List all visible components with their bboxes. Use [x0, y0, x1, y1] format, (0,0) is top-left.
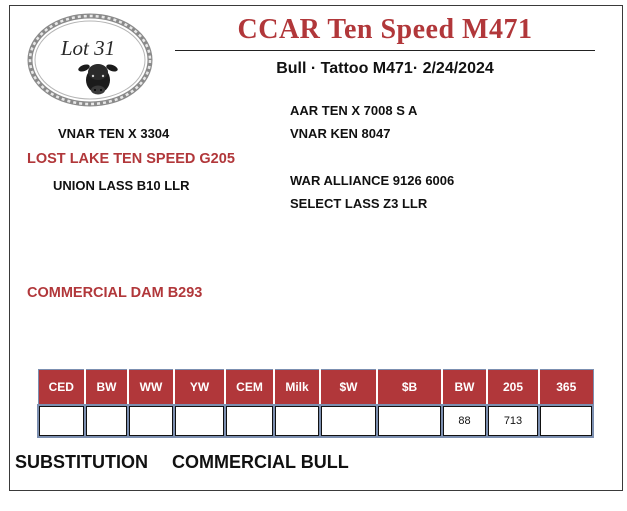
- lot-logo: Lot 31: [27, 10, 157, 110]
- epd-value: [538, 404, 594, 438]
- pedigree-sire-sire-sire: AAR TEN X 7008 S A: [290, 103, 418, 118]
- epd-value: 88: [441, 404, 488, 438]
- epd-value-row: 88 713: [37, 404, 594, 438]
- rope-circle-icon: [27, 13, 153, 107]
- epd-header: $B: [376, 369, 442, 406]
- epd-header: Milk: [273, 369, 320, 406]
- epd-header: BW: [84, 369, 128, 406]
- animal-subtitle: Bull · Tattoo M471· 2/24/2024: [276, 60, 494, 77]
- lot-number: Lot 31: [60, 36, 116, 60]
- pedigree-sire-dam-sire: WAR ALLIANCE 9126 6006: [290, 173, 455, 188]
- epd-header: CEM: [224, 369, 274, 406]
- animal-name-title: CCAR Ten Speed M471: [237, 14, 533, 45]
- epd-header: 205: [486, 369, 539, 406]
- epd-value: [319, 404, 378, 438]
- epd-value: [37, 404, 86, 438]
- epd-table: CED BW WW YW CEM Milk $W $B BW 205 365 8…: [37, 369, 594, 438]
- pedigree-sire: LOST LAKE TEN SPEED G205: [27, 151, 235, 167]
- lot-card: [9, 5, 623, 491]
- epd-value: [273, 404, 321, 438]
- epd-value: [84, 404, 129, 438]
- pedigree-sire-dam: UNION LASS B10 LLR: [53, 178, 190, 193]
- footer-note: SUBSTITUTION COMMERCIAL BULL: [15, 452, 349, 473]
- epd-header: 365: [538, 369, 594, 406]
- epd-header: BW: [441, 369, 487, 406]
- pedigree-sire-sire: VNAR TEN X 3304: [58, 126, 170, 141]
- epd-header: WW: [127, 369, 174, 406]
- epd-value: [127, 404, 175, 438]
- epd-header: YW: [173, 369, 225, 406]
- epd-value: 713: [486, 404, 540, 438]
- title-divider: [175, 50, 595, 51]
- epd-value: [224, 404, 275, 438]
- bull-type-label: COMMERCIAL BULL: [172, 452, 349, 472]
- pedigree-dam: COMMERCIAL DAM B293: [27, 285, 203, 301]
- epd-value: [173, 404, 226, 438]
- epd-header-row: CED BW WW YW CEM Milk $W $B BW 205 365: [37, 369, 594, 406]
- substitution-label: SUBSTITUTION: [15, 452, 148, 472]
- pedigree-sire-sire-dam: VNAR KEN 8047: [290, 126, 391, 141]
- pedigree-sire-dam-dam: SELECT LASS Z3 LLR: [290, 196, 428, 211]
- epd-value: [376, 404, 443, 438]
- epd-header: CED: [37, 369, 85, 406]
- epd-header: $W: [319, 369, 377, 406]
- bull-head-icon: [78, 64, 118, 95]
